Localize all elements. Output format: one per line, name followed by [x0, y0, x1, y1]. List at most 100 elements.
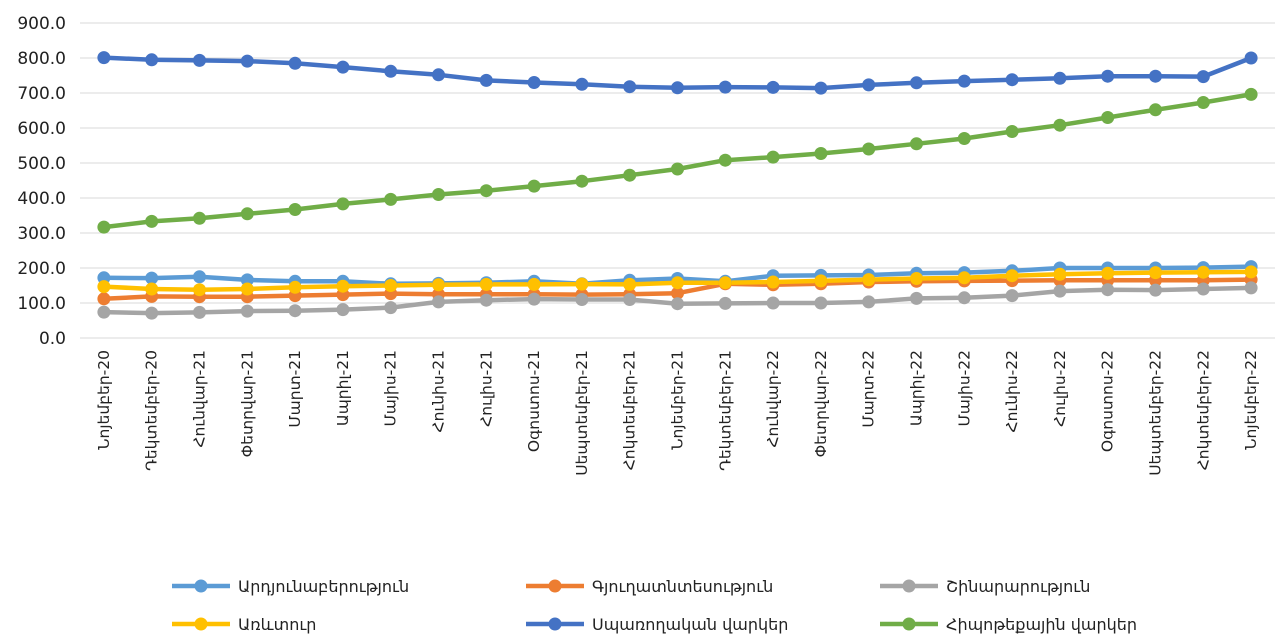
- data-point: [910, 137, 923, 151]
- legend-item: Գյուղատնտեսություն: [526, 577, 773, 596]
- x-tick-label: Փետրվար-22: [812, 350, 830, 457]
- data-point: [145, 282, 159, 296]
- data-point: [384, 301, 398, 315]
- x-tick-label: Մարտ-21: [286, 350, 304, 428]
- data-point: [288, 280, 302, 294]
- data-point: [1005, 269, 1019, 283]
- data-point: [1053, 118, 1067, 132]
- y-tick-label: 700.0: [17, 84, 66, 104]
- data-point: [288, 304, 302, 318]
- data-point: [575, 277, 589, 291]
- y-tick-label: 900.0: [17, 14, 66, 34]
- legend-item: Հիպոթեքային վարկեր: [880, 615, 1137, 634]
- data-point: [1149, 69, 1162, 83]
- data-point: [814, 81, 828, 95]
- data-point: [336, 303, 350, 317]
- data-point: [766, 296, 780, 310]
- x-tick-label: Սեպտեմբեր-22: [1147, 350, 1165, 476]
- legend-item: Սպառողական վարկեր: [526, 615, 788, 634]
- data-point: [1005, 289, 1019, 303]
- data-point: [1149, 283, 1162, 297]
- y-tick-label: 400.0: [17, 189, 66, 209]
- data-point: [1244, 281, 1258, 295]
- y-tick-label: 300.0: [17, 224, 66, 244]
- data-point: [957, 291, 971, 305]
- data-point: [1196, 265, 1210, 279]
- data-point: [671, 162, 684, 176]
- x-tick-label: Օգոստոս-22: [1099, 350, 1117, 452]
- data-point: [288, 203, 302, 216]
- data-point: [97, 51, 111, 65]
- data-point: [718, 296, 732, 310]
- x-tick-label: Հունվար-22: [764, 350, 782, 448]
- data-point: [432, 68, 445, 82]
- data-point: [862, 78, 876, 92]
- data-point: [575, 293, 589, 306]
- data-point: [527, 277, 541, 291]
- data-point: [336, 60, 350, 74]
- data-point: [240, 54, 254, 68]
- data-point: [1196, 282, 1210, 296]
- data-point: [240, 207, 254, 221]
- data-point: [623, 168, 637, 182]
- data-point: [1101, 111, 1115, 124]
- data-point: [240, 282, 254, 296]
- data-point: [718, 80, 732, 94]
- data-point: [432, 278, 445, 292]
- data-point: [766, 150, 780, 164]
- x-tick-label: Սեպտեմբեր-21: [573, 350, 591, 476]
- data-point: [479, 184, 493, 198]
- data-point: [288, 56, 302, 70]
- y-tick-label: 200.0: [17, 259, 66, 279]
- data-point: [97, 305, 111, 319]
- data-point: [671, 286, 684, 300]
- data-point: [1149, 103, 1162, 117]
- data-point: [1101, 266, 1115, 280]
- data-point: [910, 76, 923, 90]
- data-point: [957, 132, 971, 145]
- data-point: [1005, 125, 1019, 138]
- data-point: [1196, 70, 1210, 84]
- x-tick-label: Նոյեմբեր-20: [95, 350, 113, 450]
- data-point: [479, 73, 493, 87]
- legend-label: Գյուղատնտեսություն: [592, 577, 773, 596]
- x-tick-label: Փետրվար-21: [238, 350, 256, 457]
- data-point: [479, 293, 493, 307]
- data-point: [862, 142, 876, 156]
- data-point: [1244, 265, 1258, 279]
- data-point: [527, 76, 541, 89]
- data-point: [384, 192, 398, 206]
- x-tick-label: Դեկտեմբեր-20: [143, 350, 161, 471]
- data-point: [862, 273, 876, 287]
- data-point: [766, 275, 780, 289]
- legend-item: Շինարարություն: [880, 577, 1090, 596]
- x-tick-label: Դեկտեմբեր-21: [716, 350, 734, 471]
- data-point: [1244, 87, 1258, 101]
- data-point: [336, 279, 350, 293]
- data-point: [718, 153, 732, 167]
- x-tick-label: Մայիս-21: [382, 350, 400, 427]
- y-tick-label: 500.0: [17, 154, 66, 174]
- data-point: [766, 80, 780, 94]
- x-tick-label: Հոկտեմբեր-21: [621, 350, 639, 470]
- legend-swatch-marker: [548, 579, 562, 593]
- data-point: [1053, 284, 1067, 298]
- x-tick-label: Նոյեմբեր-22: [1242, 350, 1260, 450]
- x-tick-label: Մարտ-22: [860, 350, 878, 428]
- data-point: [336, 197, 350, 211]
- data-point: [145, 306, 159, 320]
- x-tick-label: Ապրիլ-21: [334, 350, 352, 426]
- data-point: [1053, 71, 1067, 85]
- series-points: [97, 51, 1258, 320]
- data-point: [240, 273, 254, 287]
- data-point: [1005, 73, 1019, 87]
- data-point: [623, 293, 637, 306]
- data-point: [957, 271, 971, 285]
- data-point: [623, 277, 637, 291]
- y-tick-label: 100.0: [17, 294, 66, 314]
- data-point: [97, 292, 111, 306]
- x-tick-label: Նոյեմբեր-21: [669, 350, 687, 450]
- data-point: [814, 296, 828, 310]
- x-tick-label: Հունիս-21: [430, 350, 448, 432]
